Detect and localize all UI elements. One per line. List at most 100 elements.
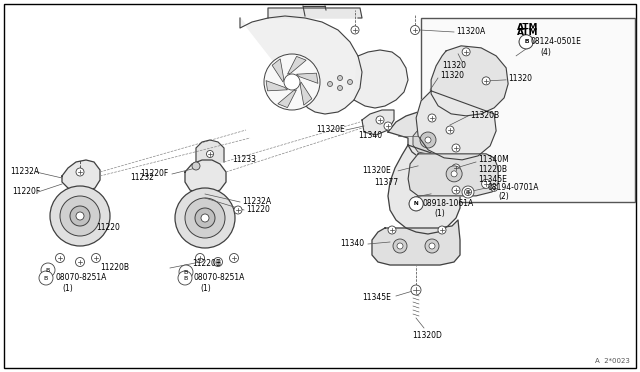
Polygon shape xyxy=(287,57,306,74)
Circle shape xyxy=(185,198,225,238)
Circle shape xyxy=(446,126,454,134)
Circle shape xyxy=(328,81,333,87)
Text: B: B xyxy=(44,276,48,280)
Circle shape xyxy=(428,114,436,122)
Text: N: N xyxy=(413,201,419,206)
Text: 11320A: 11320A xyxy=(456,28,485,36)
Circle shape xyxy=(409,197,423,211)
Circle shape xyxy=(348,80,353,84)
Polygon shape xyxy=(388,112,460,162)
Text: 11345E: 11345E xyxy=(478,176,507,185)
Polygon shape xyxy=(196,140,224,162)
Text: 11220B: 11220B xyxy=(100,263,129,272)
Text: 11345E: 11345E xyxy=(362,294,391,302)
Circle shape xyxy=(491,185,498,191)
Circle shape xyxy=(230,253,239,263)
Polygon shape xyxy=(266,81,287,91)
Circle shape xyxy=(234,206,242,214)
Text: (1): (1) xyxy=(200,283,211,292)
Polygon shape xyxy=(240,16,362,114)
Polygon shape xyxy=(362,110,394,135)
Circle shape xyxy=(56,253,65,263)
Bar xyxy=(421,18,635,202)
Circle shape xyxy=(438,226,446,234)
Polygon shape xyxy=(431,46,508,116)
Text: B: B xyxy=(466,189,470,195)
Text: 08918-1061A: 08918-1061A xyxy=(422,199,474,208)
Text: B: B xyxy=(524,39,528,44)
Circle shape xyxy=(337,86,342,90)
Circle shape xyxy=(76,168,84,176)
Polygon shape xyxy=(272,59,284,82)
Text: B: B xyxy=(524,39,528,44)
Text: B: B xyxy=(46,267,50,273)
Text: (4): (4) xyxy=(540,48,551,57)
Circle shape xyxy=(351,26,359,34)
Circle shape xyxy=(384,122,392,130)
Text: 11320E: 11320E xyxy=(316,125,345,135)
Polygon shape xyxy=(62,160,100,192)
Circle shape xyxy=(376,116,384,124)
Circle shape xyxy=(452,186,460,194)
Text: (1): (1) xyxy=(62,283,73,292)
Circle shape xyxy=(179,265,193,279)
Text: N: N xyxy=(413,201,419,206)
Circle shape xyxy=(60,196,100,236)
Polygon shape xyxy=(185,160,226,194)
Circle shape xyxy=(410,26,419,35)
Text: 11232A: 11232A xyxy=(10,167,39,176)
Polygon shape xyxy=(408,154,498,196)
Circle shape xyxy=(70,206,90,226)
Text: 11220F: 11220F xyxy=(12,187,40,196)
Circle shape xyxy=(192,162,200,170)
Circle shape xyxy=(519,35,533,49)
Circle shape xyxy=(41,263,55,277)
Text: 08070-8251A: 08070-8251A xyxy=(193,273,244,282)
Text: 11320D: 11320D xyxy=(412,330,442,340)
Circle shape xyxy=(462,48,470,56)
Circle shape xyxy=(451,171,457,177)
Circle shape xyxy=(39,271,53,285)
Polygon shape xyxy=(296,73,318,83)
Text: 08194-0701A: 08194-0701A xyxy=(488,183,540,192)
Circle shape xyxy=(207,151,214,157)
Text: 11340: 11340 xyxy=(340,240,364,248)
Circle shape xyxy=(76,212,84,220)
Circle shape xyxy=(411,285,421,295)
Circle shape xyxy=(284,74,300,90)
Text: 08124-0501E: 08124-0501E xyxy=(530,37,581,46)
Polygon shape xyxy=(416,91,496,160)
Text: A  2*0023: A 2*0023 xyxy=(595,358,630,364)
Text: 11220B: 11220B xyxy=(478,166,507,174)
Text: (1): (1) xyxy=(434,209,445,218)
Text: 11320B: 11320B xyxy=(470,110,499,119)
Circle shape xyxy=(425,239,439,253)
Text: 11220F: 11220F xyxy=(140,170,168,179)
Text: 11320: 11320 xyxy=(508,74,532,83)
Circle shape xyxy=(446,166,462,182)
Circle shape xyxy=(482,77,490,85)
Circle shape xyxy=(452,144,460,152)
Circle shape xyxy=(429,243,435,249)
Circle shape xyxy=(452,164,460,172)
Circle shape xyxy=(264,54,320,110)
Text: 11320: 11320 xyxy=(440,71,464,80)
Circle shape xyxy=(175,188,235,248)
Circle shape xyxy=(50,186,110,246)
Text: (2): (2) xyxy=(498,192,509,202)
Circle shape xyxy=(195,253,205,263)
Circle shape xyxy=(195,208,215,228)
Text: 11320: 11320 xyxy=(442,61,466,70)
Circle shape xyxy=(178,271,192,285)
Text: 11232: 11232 xyxy=(130,173,154,183)
Circle shape xyxy=(462,186,474,198)
Text: 11340M: 11340M xyxy=(478,155,509,164)
Text: 11233: 11233 xyxy=(232,155,256,164)
Polygon shape xyxy=(372,220,460,265)
Circle shape xyxy=(519,35,533,49)
Text: 08070-8251A: 08070-8251A xyxy=(55,273,106,282)
Text: 11220: 11220 xyxy=(246,205,270,215)
Circle shape xyxy=(92,253,100,263)
Text: 11220: 11220 xyxy=(96,224,120,232)
Text: 11220B: 11220B xyxy=(192,259,221,267)
